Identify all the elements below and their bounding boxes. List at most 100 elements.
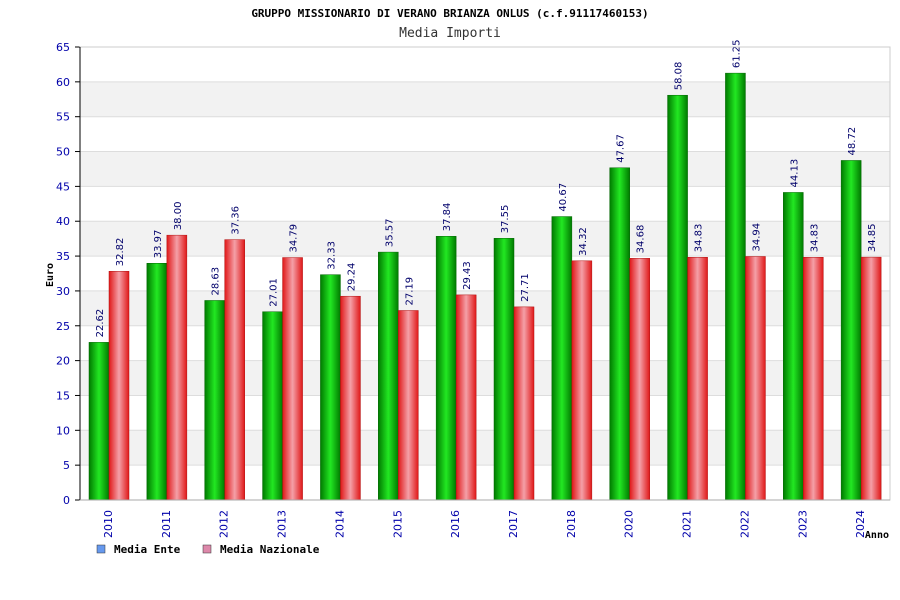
legend-swatch-media-nazionale xyxy=(202,544,212,554)
y-tick-label: 0 xyxy=(63,494,70,507)
value-labels: 22.62 32.82 33.97 38.00 28.63 37.36 27.01 34.79… xyxy=(95,39,878,337)
data-label: 44.13 xyxy=(789,159,800,188)
data-label: 47.67 xyxy=(616,134,627,163)
data-label: 27.01 xyxy=(269,278,280,307)
bar-media-nazionale xyxy=(860,256,882,501)
y-tick-label: 60 xyxy=(56,76,70,89)
data-label: 38.00 xyxy=(173,202,184,231)
bar-media-ente xyxy=(378,251,399,501)
bar-media-nazionale xyxy=(803,257,824,501)
grid-band xyxy=(80,151,890,187)
bar-media-ente xyxy=(783,192,804,501)
data-label: 37.84 xyxy=(442,203,453,232)
bar-media-nazionale xyxy=(108,271,130,501)
x-tick-label: 2012 xyxy=(218,510,231,538)
x-tick-label: 2013 xyxy=(276,510,289,538)
grid-band xyxy=(80,360,890,396)
chart-title: GRUPPO MISSIONARIO DI VERANO BRIANZA ONL… xyxy=(251,7,648,20)
bar-media-nazionale xyxy=(629,258,650,501)
bars xyxy=(88,72,882,501)
x-tick-label: 2017 xyxy=(507,510,520,538)
bar-media-nazionale xyxy=(745,256,766,501)
x-tick-label: 2021 xyxy=(681,510,694,538)
y-tick-label: 65 xyxy=(56,41,70,54)
bar-media-ente xyxy=(840,160,862,501)
grid-band xyxy=(80,81,890,117)
y-tick-label: 55 xyxy=(56,111,70,124)
data-label: 29.24 xyxy=(346,263,357,292)
data-label: 32.33 xyxy=(326,241,337,270)
y-tick-label: 25 xyxy=(56,320,70,333)
legend: Media Ente Media Nazionale xyxy=(96,543,320,556)
legend-swatch-media-ente xyxy=(96,544,106,554)
bar-media-nazionale xyxy=(282,257,303,501)
bar-media-nazionale xyxy=(398,310,419,501)
x-tick-label: 2023 xyxy=(796,510,809,538)
bar-media-nazionale xyxy=(455,294,477,501)
legend-label-media-nazionale: Media Nazionale xyxy=(220,543,320,556)
x-tick-label: 2024 xyxy=(854,510,867,538)
bar-media-nazionale xyxy=(513,306,535,501)
bar-media-ente xyxy=(609,167,630,501)
x-tick-label: 2015 xyxy=(391,510,404,538)
x-axis-label: Anno xyxy=(865,530,889,541)
data-label: 34.32 xyxy=(578,227,589,256)
data-label: 34.79 xyxy=(289,224,300,253)
data-label: 34.83 xyxy=(694,224,705,253)
bar-media-nazionale xyxy=(687,257,708,501)
data-label: 29.43 xyxy=(462,261,473,290)
y-tick-label: 20 xyxy=(56,355,70,368)
bar-media-ente xyxy=(262,311,283,501)
bar-media-ente xyxy=(725,72,746,501)
bar-media-ente xyxy=(204,300,225,501)
grid-band xyxy=(80,430,890,466)
bar-media-ente xyxy=(88,342,110,501)
x-tick-label: 2016 xyxy=(449,510,462,538)
data-label: 58.08 xyxy=(674,62,685,91)
legend-label-media-ente: Media Ente xyxy=(114,543,181,556)
axes: 0 5 10 15 20 25 30 35 40 45 50 55 60 65 2010 2011 2012 20… xyxy=(56,41,891,538)
bar-media-ente xyxy=(493,238,515,501)
y-tick-label: 40 xyxy=(56,215,70,228)
y-tick-label: 15 xyxy=(56,389,70,402)
x-tick-label: 2018 xyxy=(565,510,578,538)
bar-media-nazionale xyxy=(340,295,361,501)
data-label: 27.71 xyxy=(520,273,531,302)
grid xyxy=(80,46,890,501)
chart-subtitle: Media Importi xyxy=(399,26,501,41)
data-label: 33.97 xyxy=(153,230,164,259)
bar-media-ente xyxy=(667,94,688,501)
y-tick-label: 10 xyxy=(56,424,70,437)
data-label: 34.85 xyxy=(867,223,878,252)
data-label: 32.82 xyxy=(115,238,126,267)
data-label: 35.57 xyxy=(384,218,395,247)
grid-band xyxy=(80,221,890,257)
y-tick-label: 50 xyxy=(56,146,70,159)
data-label: 34.68 xyxy=(636,225,647,254)
grid-band xyxy=(80,290,890,326)
data-label: 61.25 xyxy=(731,39,742,68)
bar-media-nazionale xyxy=(166,234,188,501)
x-tick-label: 2010 xyxy=(102,510,115,538)
bar-media-nazionale xyxy=(571,260,593,501)
x-tick-label: 2020 xyxy=(623,510,636,538)
data-label: 40.67 xyxy=(558,183,569,212)
data-label: 27.19 xyxy=(404,277,415,306)
y-tick-label: 5 xyxy=(63,459,70,472)
data-label: 22.62 xyxy=(95,309,106,338)
data-label: 34.94 xyxy=(751,223,762,252)
data-label: 48.72 xyxy=(847,127,858,156)
y-axis-label: Euro xyxy=(45,263,56,287)
bar-media-ente xyxy=(320,274,341,501)
data-label: 37.36 xyxy=(231,206,242,235)
bar-media-ente xyxy=(146,263,168,501)
data-label: 37.55 xyxy=(500,205,511,234)
x-tick-label: 2011 xyxy=(160,510,173,538)
bar-media-nazionale xyxy=(224,239,245,501)
x-tick-label: 2022 xyxy=(738,510,751,538)
x-tick-label: 2014 xyxy=(333,510,346,538)
data-label: 28.63 xyxy=(211,267,222,296)
bar-media-ente xyxy=(551,216,573,501)
